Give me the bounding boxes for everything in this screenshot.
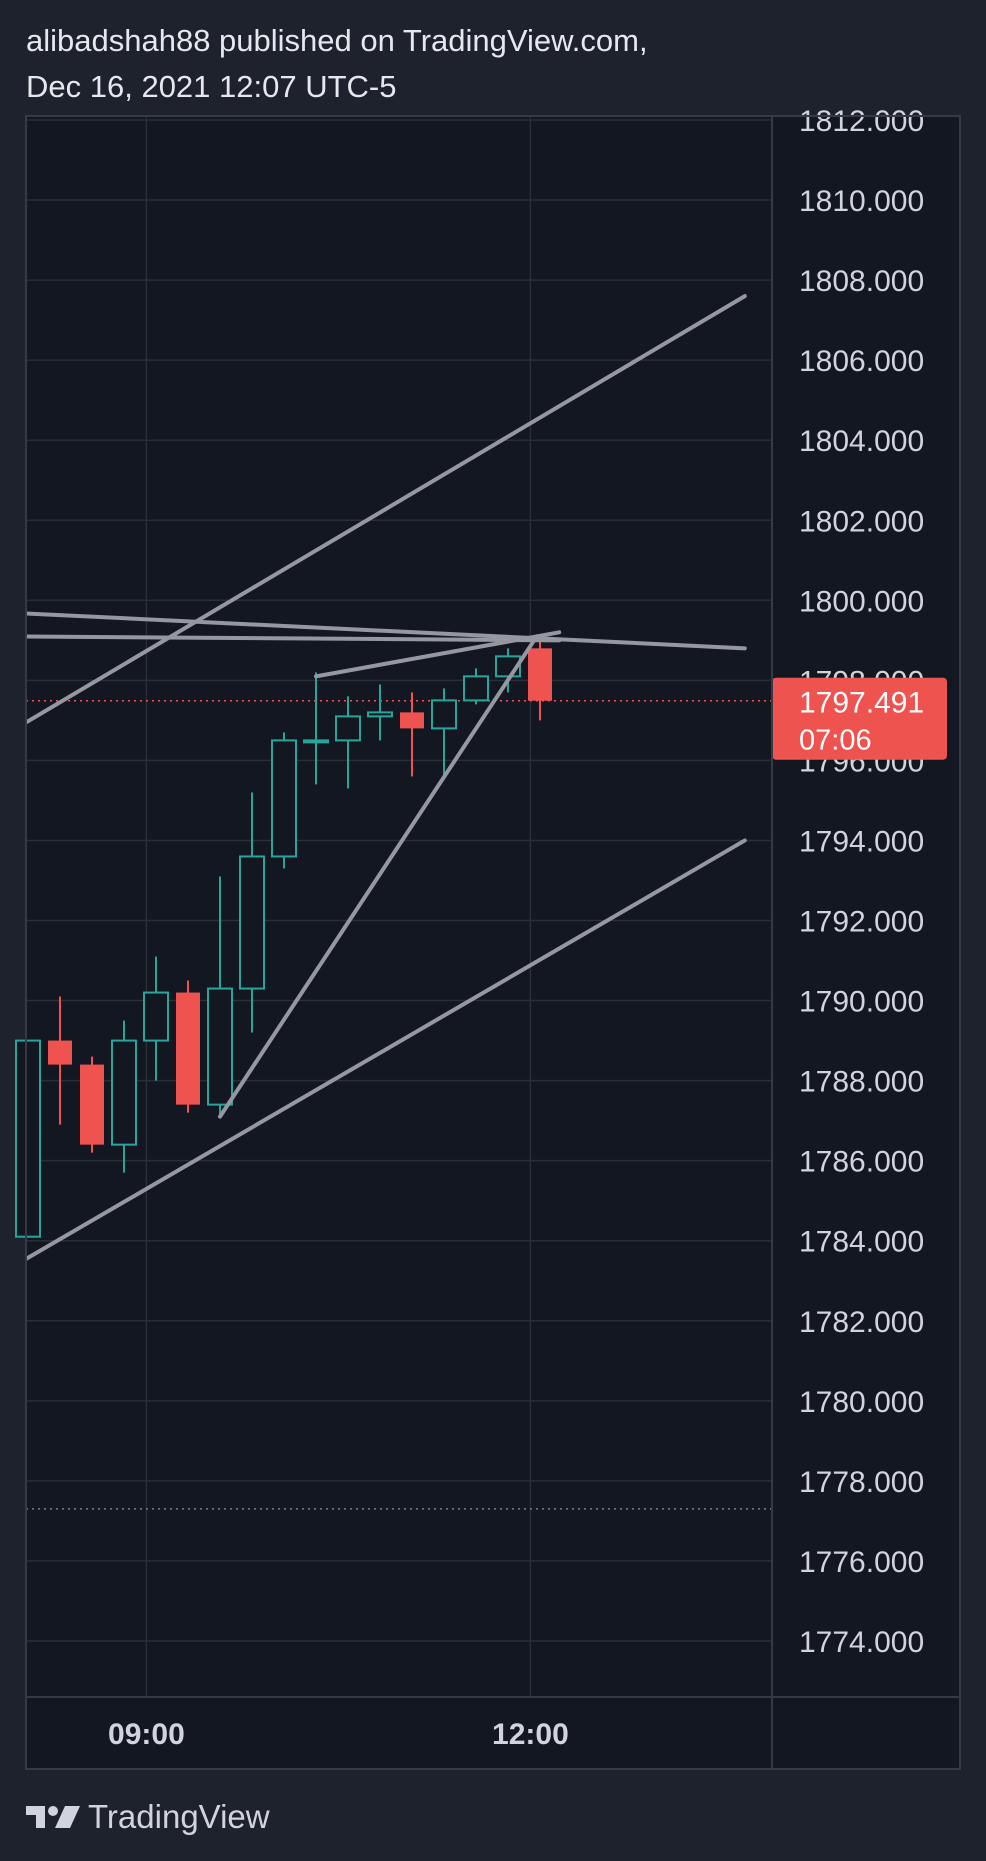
time-axis[interactable]: [26, 1697, 772, 1769]
trendline[interactable]: [2, 611, 747, 651]
candle-body: [303, 739, 329, 744]
candle-body: [207, 987, 233, 1106]
price-tick-label: 1788.000: [799, 1066, 924, 1099]
price-tick-label: 1776.000: [799, 1546, 924, 1579]
chart-borders: [25, 115, 961, 1770]
candle-up: [111, 1020, 137, 1173]
candle-body: [176, 992, 200, 1105]
candle-up: [15, 1039, 41, 1238]
candle-body: [463, 675, 489, 702]
trendline[interactable]: [2, 634, 562, 643]
trendline[interactable]: [314, 630, 562, 679]
last-price-badge: [772, 677, 947, 760]
price-tick-label: 1794.000: [799, 825, 924, 858]
candle-body: [143, 991, 169, 1042]
footer-brand: TradingView: [88, 1798, 270, 1835]
candle-body: [15, 1039, 41, 1238]
tradingview-logo-icon: [26, 1806, 80, 1828]
price-tick-label: 1774.000: [799, 1626, 924, 1659]
candle-up: [271, 732, 297, 869]
candle-body: [400, 712, 424, 729]
price-tick-label: 1784.000: [799, 1226, 924, 1259]
publish-date-line: Dec 16, 2021 12:07 UTC-5: [26, 69, 397, 104]
candle-down: [400, 692, 424, 777]
price-tick-label: 1806.000: [799, 345, 924, 378]
candle-up: [367, 684, 393, 741]
publish-header: alibadshah88 published on TradingView.co…: [26, 18, 966, 110]
footer: TradingView: [26, 1795, 270, 1839]
time-axis-labels: 09:00 12:00: [108, 1718, 569, 1751]
candle-body: [528, 648, 552, 701]
trendlines[interactable]: [2, 294, 747, 1273]
candle-up: [431, 688, 457, 777]
candle-body: [431, 699, 457, 730]
chart-pane[interactable]: [26, 116, 772, 1697]
candle-down: [48, 996, 72, 1125]
price-tick-label: 1812.000: [799, 105, 924, 138]
candle-up: [463, 668, 489, 705]
candle-body: [335, 715, 361, 742]
candle-body: [111, 1039, 137, 1146]
candle-body: [271, 739, 297, 858]
price-tick-label: 1778.000: [799, 1466, 924, 1499]
candle-down: [80, 1056, 104, 1153]
price-tick-label: 1792.000: [799, 906, 924, 939]
publish-author-line: alibadshah88 published on TradingView.co…: [26, 23, 648, 58]
price-tick-label: 1808.000: [799, 265, 924, 298]
candle-down: [176, 980, 200, 1113]
time-tick-label: 12:00: [492, 1718, 569, 1751]
trendline[interactable]: [2, 838, 747, 1272]
candle-up: [207, 876, 233, 1117]
time-tick-label: 09:00: [108, 1718, 185, 1751]
trendline[interactable]: [218, 634, 539, 1119]
axis-corner: [772, 1697, 960, 1769]
price-axis[interactable]: [772, 116, 960, 1697]
candle-body: [367, 711, 393, 718]
candle-up: [143, 956, 169, 1081]
candle-up: [303, 672, 329, 785]
price-tick-label: 1802.000: [799, 505, 924, 538]
price-tick-label: 1804.000: [799, 425, 924, 458]
bar-countdown: 07:06: [799, 725, 872, 757]
candle-body: [80, 1064, 104, 1145]
candle-down: [528, 636, 552, 721]
price-tick-label: 1810.000: [799, 185, 924, 218]
last-price-label: 1797.491 07:06: [772, 677, 947, 760]
price-tick-label: 1782.000: [799, 1306, 924, 1339]
price-tick-label: 1786.000: [799, 1146, 924, 1179]
candles: [15, 636, 552, 1238]
candle-body: [239, 855, 265, 990]
candle-up: [239, 792, 265, 1033]
price-tick-label: 1790.000: [799, 986, 924, 1019]
outer-border: [25, 115, 961, 1770]
trendline[interactable]: [2, 294, 747, 736]
grid: [26, 116, 772, 1697]
candle-up: [335, 696, 361, 789]
price-tick-label: 1780.000: [799, 1386, 924, 1419]
trendline-group: [2, 294, 747, 1272]
price-tick-label: 1800.000: [799, 585, 924, 618]
last-price-value: 1797.491: [799, 687, 924, 720]
candle-body: [48, 1040, 72, 1065]
